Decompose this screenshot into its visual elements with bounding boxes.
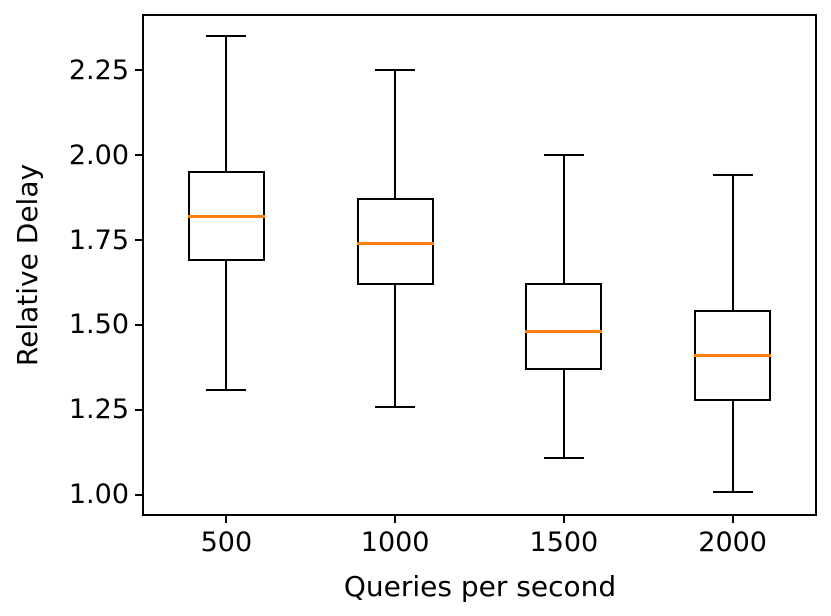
median-line: [356, 241, 434, 245]
whisker-lower-line: [394, 284, 397, 407]
y-tick-mark: [135, 154, 142, 157]
median-line: [694, 354, 772, 358]
median-line: [525, 330, 603, 334]
whisker-upper-line: [225, 36, 228, 173]
x-tick-mark: [394, 516, 397, 523]
plot-area: [142, 14, 817, 516]
whisker-upper-cap: [375, 69, 416, 72]
y-tick-label: 1.75: [68, 224, 129, 256]
y-tick-label: 1.25: [68, 394, 129, 426]
y-tick-mark: [135, 239, 142, 242]
x-tick-mark: [225, 516, 228, 523]
whisker-lower-line: [731, 399, 734, 492]
y-tick-mark: [135, 408, 142, 411]
x-axis-label: Queries per second: [343, 570, 617, 603]
x-tick-label: 2000: [698, 527, 767, 558]
box-rect: [356, 198, 434, 286]
whisker-lower-line: [225, 260, 228, 390]
x-tick-mark: [731, 516, 734, 523]
whisker-upper-line: [562, 155, 565, 285]
whisker-lower-cap: [543, 456, 584, 459]
whisker-lower-cap: [206, 388, 247, 391]
box-rect: [525, 283, 603, 371]
whisker-upper-cap: [206, 35, 247, 38]
whisker-upper-cap: [712, 174, 753, 177]
y-tick-label: 2.00: [68, 139, 129, 171]
whisker-upper-line: [394, 70, 397, 200]
y-tick-label: 1.50: [68, 309, 129, 341]
whisker-lower-cap: [712, 490, 753, 493]
x-tick-label: 1000: [360, 527, 430, 558]
y-tick-label: 1.00: [68, 479, 129, 511]
whisker-lower-cap: [375, 405, 416, 408]
y-axis-label: Relative Delay: [11, 163, 44, 367]
x-tick-label: 1500: [529, 527, 599, 558]
x-tick-mark: [562, 516, 565, 523]
whisker-upper-line: [731, 175, 734, 312]
y-tick-label: 2.25: [68, 54, 129, 86]
x-tick-label: 500: [200, 527, 253, 558]
y-tick-mark: [135, 493, 142, 496]
whisker-upper-cap: [543, 154, 584, 157]
y-tick-mark: [135, 69, 142, 72]
whisker-lower-line: [562, 369, 565, 458]
y-tick-mark: [135, 323, 142, 326]
median-line: [187, 214, 265, 218]
